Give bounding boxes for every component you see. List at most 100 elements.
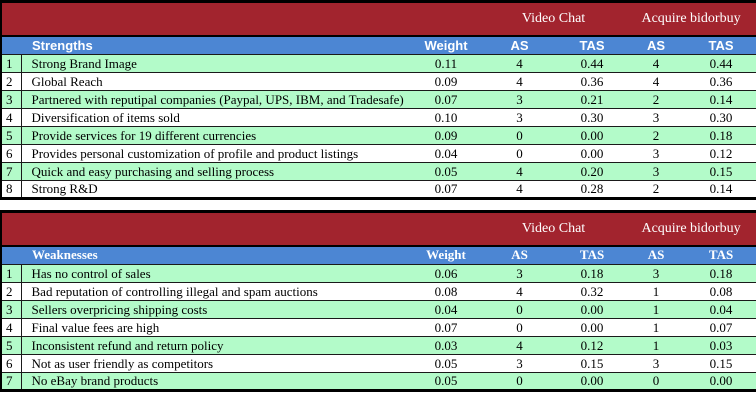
row-number-cell: 4: [1, 108, 22, 127]
tas-cell: 0.12: [686, 144, 756, 163]
table-row: 7 Quick and easy purchasing and selling p…: [1, 162, 756, 181]
table-row: 2 Bad reputation of controlling illegal a…: [1, 282, 756, 301]
as-cell: 3: [481, 108, 559, 127]
tas-column-header: TAS: [558, 245, 627, 265]
tas-cell: 0.36: [558, 72, 627, 91]
tas-cell: 0.15: [686, 162, 756, 181]
as-cell: 1: [626, 318, 687, 337]
tas-cell: 0.00: [558, 144, 627, 163]
table-row: 1 Has no control of sales 0.06 3 0.18 3 0.18: [1, 264, 756, 283]
tas-cell: 0.00: [686, 372, 756, 391]
tas-cell: 0.18: [558, 264, 627, 283]
row-number-cell: 7: [1, 372, 22, 391]
as-cell: 0: [626, 372, 687, 391]
as-cell: 0: [481, 144, 559, 163]
weight-cell: 0.09: [411, 72, 482, 91]
tas-cell: 0.30: [686, 108, 756, 127]
description-cell: Quick and easy purchasing and selling pr…: [21, 162, 411, 181]
row-number-cell: 5: [1, 336, 22, 355]
tas-column-header: TAS: [558, 35, 627, 55]
weight-column-header: Weight: [411, 35, 482, 55]
as-cell: 1: [626, 300, 687, 319]
description-cell: Final value fees are high: [21, 318, 411, 337]
weight-cell: 0.06: [411, 264, 482, 283]
description-cell: Global Reach: [21, 72, 411, 91]
tas-cell: 0.18: [686, 126, 756, 145]
brand-options-header-row: Video Chat Acquire bidorbuy: [1, 211, 756, 247]
row-number-cell: 2: [1, 72, 22, 91]
as-cell: 3: [626, 144, 687, 163]
weight-cell: 0.11: [411, 54, 482, 73]
description-cell: Strong R&D: [21, 180, 411, 199]
weight-cell: 0.10: [411, 108, 482, 127]
row-number-cell: 8: [1, 180, 22, 199]
as-cell: 3: [626, 108, 687, 127]
tas-cell: 0.20: [558, 162, 627, 181]
as-column-header: AS: [481, 245, 559, 265]
table-row: 2 Global Reach 0.09 4 0.36 4 0.36: [1, 72, 756, 91]
tas-cell: 0.44: [558, 54, 627, 73]
as-cell: 4: [481, 282, 559, 301]
tas-cell: 0.04: [686, 300, 756, 319]
table-row: 1 Strong Brand Image 0.11 4 0.44 4 0.44: [1, 54, 756, 73]
as-cell: 4: [481, 180, 559, 199]
description-cell: Inconsistent refund and return policy: [21, 336, 411, 355]
tas-cell: 0.00: [558, 126, 627, 145]
tas-cell: 0.18: [686, 264, 756, 283]
as-column-header: AS: [626, 35, 687, 55]
row-number-cell: 4: [1, 318, 22, 337]
weight-cell: 0.07: [411, 180, 482, 199]
tas-cell: 0.30: [558, 108, 627, 127]
as-cell: 4: [481, 162, 559, 181]
column-header-row: Weaknesses Weight AS TAS AS TAS: [1, 245, 756, 265]
weight-column-header: Weight: [411, 245, 482, 265]
brand-options-header-row: Video Chat Acquire bidorbuy: [1, 1, 756, 37]
table-row: 4 Final value fees are high 0.07 0 0.00 1 0.07: [1, 318, 756, 337]
description-cell: Partnered with reputipal companies (Payp…: [21, 90, 411, 109]
option-group-video-chat: Video Chat: [481, 211, 627, 247]
weight-cell: 0.04: [411, 300, 482, 319]
tas-column-header: TAS: [686, 245, 756, 265]
row-number-cell: 1: [1, 54, 22, 73]
as-cell: 4: [481, 54, 559, 73]
strengths-table-body: 1 Strong Brand Image 0.11 4 0.44 4 0.44 2 Global…: [1, 54, 756, 199]
weight-cell: 0.04: [411, 144, 482, 163]
as-cell: 3: [481, 354, 559, 373]
tas-cell: 0.15: [558, 354, 627, 373]
as-cell: 3: [626, 264, 687, 283]
weight-cell: 0.05: [411, 162, 482, 181]
tas-cell: 0.12: [558, 336, 627, 355]
row-number-cell: 5: [1, 126, 22, 145]
description-cell: Has no control of sales: [21, 264, 411, 283]
table-row: 5 Inconsistent refund and return policy 0.…: [1, 336, 756, 355]
as-column-header: AS: [626, 245, 687, 265]
as-cell: 0: [481, 372, 559, 391]
option-group-video-chat: Video Chat: [481, 1, 627, 37]
as-column-header: AS: [481, 35, 559, 55]
as-cell: 0: [481, 318, 559, 337]
row-number-cell: 3: [1, 300, 22, 319]
description-cell: Sellers overpricing shipping costs: [21, 300, 411, 319]
as-cell: 3: [626, 354, 687, 373]
option-group-acquire-bidorbuy: Acquire bidorbuy: [626, 211, 756, 247]
weaknesses-table-body: 1 Has no control of sales 0.06 3 0.18 3 0.18 2 B…: [1, 264, 756, 391]
as-cell: 4: [481, 72, 559, 91]
table-row: 8 Strong R&D 0.07 4 0.28 2 0.14: [1, 180, 756, 199]
as-cell: 3: [481, 264, 559, 283]
option-group-acquire-bidorbuy: Acquire bidorbuy: [626, 1, 756, 37]
table-row: 3 Sellers overpricing shipping costs 0.04 0…: [1, 300, 756, 319]
tas-cell: 0.14: [686, 180, 756, 199]
weight-cell: 0.07: [411, 90, 482, 109]
row-number-cell: 3: [1, 90, 22, 109]
description-cell: Provide services for 19 different curren…: [21, 126, 411, 145]
table-row: 6 Not as user friendly as competitors 0.05…: [1, 354, 756, 373]
row-number-cell: 7: [1, 162, 22, 181]
table-row: 7 No eBay brand products 0.05 0 0.00 0 0.00: [1, 372, 756, 391]
column-header-row: Strengths Weight AS TAS AS TAS: [1, 35, 756, 55]
as-cell: 4: [626, 72, 687, 91]
as-cell: 2: [626, 180, 687, 199]
tas-cell: 0.32: [558, 282, 627, 301]
description-cell: Provides personal customization of profi…: [21, 144, 411, 163]
tas-cell: 0.00: [558, 372, 627, 391]
as-cell: 4: [481, 336, 559, 355]
